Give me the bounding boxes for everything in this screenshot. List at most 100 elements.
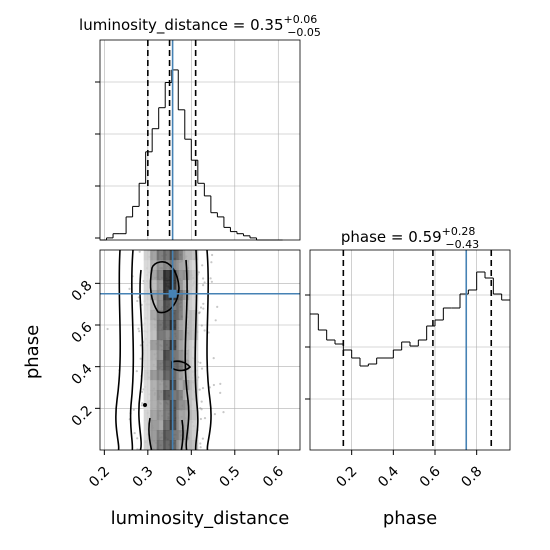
phase-title-value: 0.59 (408, 228, 441, 246)
density-cell (143, 440, 153, 450)
density-cell (143, 420, 153, 431)
density-cell (176, 260, 186, 271)
scatter-point (201, 437, 204, 440)
density-cell (182, 440, 192, 450)
density-cell (189, 330, 199, 341)
scatter-point (128, 287, 131, 290)
scatter-point (202, 307, 205, 310)
density-cell (163, 420, 173, 431)
density-cell (143, 270, 153, 281)
density-cell (189, 270, 199, 281)
density-cell (189, 390, 199, 401)
density-cell (176, 420, 186, 431)
density-cell (176, 350, 186, 361)
density-cell (143, 280, 153, 291)
density-cell (189, 410, 199, 421)
density-contour (149, 261, 180, 314)
density-cell (156, 410, 166, 421)
scatter-point (203, 281, 206, 284)
scatter-point (207, 331, 210, 334)
scatter-point (199, 306, 203, 309)
density-cell (163, 300, 173, 311)
density-cell (182, 340, 192, 351)
scatter-point (210, 280, 213, 283)
density-cell (150, 370, 160, 381)
density-ytick-label: 0.4 (69, 361, 96, 388)
density-cell (150, 440, 160, 450)
density-cell (143, 350, 153, 361)
density-contour (184, 259, 190, 450)
density-cell (182, 330, 192, 341)
density-cell (156, 360, 166, 371)
density-truth-marker (168, 289, 177, 298)
density-cell (189, 280, 199, 291)
scatter-point (199, 417, 202, 421)
density-cell (150, 340, 160, 351)
scatter-point (140, 404, 143, 407)
density-cell (156, 340, 166, 351)
density-cell (189, 360, 199, 371)
density-cell (176, 290, 186, 301)
density-cell (143, 260, 153, 271)
scatter-point (199, 446, 202, 449)
density-cells (143, 250, 199, 450)
density-cell (169, 370, 179, 381)
density-cell (176, 310, 186, 321)
scatter-point (106, 327, 109, 331)
scatter-point (141, 390, 144, 393)
ld-title-prefix: luminosity_distance = (79, 16, 250, 35)
density-cell (176, 320, 186, 331)
density-cell (176, 360, 186, 371)
density-cell (176, 330, 186, 341)
phase-xtick-label: 0.4 (375, 463, 402, 490)
density-yticks: 0.2 0.4 0.6 0.8 (69, 278, 100, 430)
scatter-point (141, 402, 144, 405)
phase-xtick-label: 0.2 (333, 464, 360, 491)
density-cell (150, 380, 160, 391)
density-cell (143, 300, 153, 311)
density-ytick-label: 0.2 (69, 403, 96, 430)
density-cell (189, 300, 199, 311)
density-cell (143, 380, 153, 391)
scatter-point (132, 408, 135, 411)
density-cell (169, 310, 179, 321)
phase-hist-frame (309, 249, 511, 451)
density-cell (169, 350, 179, 361)
density-cell (156, 320, 166, 331)
density-cell (189, 320, 199, 331)
density-cell (143, 330, 153, 341)
density-cell (176, 280, 186, 291)
density-cell (163, 410, 173, 421)
ld-hist-frame (99, 39, 301, 241)
scatter-point (139, 357, 142, 360)
density-cell (150, 390, 160, 401)
density-cell (169, 260, 179, 271)
density-cell (163, 310, 173, 321)
phase-xtick-label: 0.8 (458, 464, 485, 491)
density-cell (156, 270, 166, 281)
density-cell (169, 270, 179, 281)
scatter-point (199, 361, 202, 364)
scatter-point (202, 302, 205, 305)
scatter-point (136, 448, 139, 450)
density-cell (189, 430, 199, 441)
scatter-point (199, 442, 202, 445)
density-cell (150, 400, 160, 411)
density-cell (169, 410, 179, 421)
scatter-point (212, 383, 215, 387)
density-cell (150, 280, 160, 291)
density-cell (156, 370, 166, 381)
density-cell (143, 360, 153, 371)
density-cell (176, 430, 186, 441)
density-cell (150, 320, 160, 331)
ld-title-plus: +0.06 (284, 13, 318, 26)
scatter-point (222, 411, 225, 414)
density-cell (150, 360, 160, 371)
density-cell (182, 310, 192, 321)
scatter-point (136, 299, 139, 303)
density-cell (150, 350, 160, 361)
density-truth-lines (100, 250, 300, 450)
density-cell (189, 310, 199, 321)
density-cell (143, 370, 153, 381)
density-cell (143, 320, 153, 331)
